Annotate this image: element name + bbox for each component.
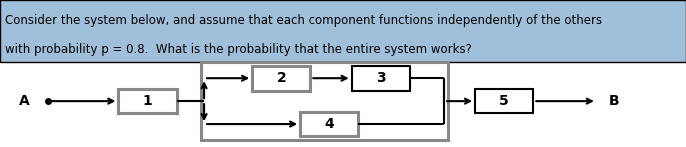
Text: with probability p = 0.8.  What is the probability that the entire system works?: with probability p = 0.8. What is the pr… (5, 43, 473, 56)
Text: 1: 1 (143, 94, 152, 108)
Bar (118, 89, 177, 113)
Bar (300, 112, 358, 136)
Bar (475, 89, 534, 113)
Text: 5: 5 (499, 94, 509, 108)
Bar (200, 62, 448, 140)
Text: Consider the system below, and assume that each component functions independentl: Consider the system below, and assume th… (5, 14, 602, 27)
Text: B: B (608, 94, 619, 108)
Text: A: A (19, 94, 29, 108)
Text: 3: 3 (376, 71, 386, 85)
Text: 2: 2 (276, 71, 286, 85)
Text: 4: 4 (324, 117, 334, 131)
Bar (352, 66, 410, 91)
Bar (252, 66, 310, 91)
